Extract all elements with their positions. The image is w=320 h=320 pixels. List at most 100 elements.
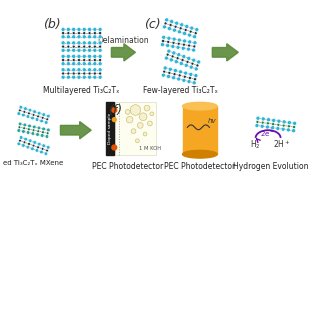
Circle shape	[77, 72, 80, 75]
Circle shape	[197, 60, 201, 64]
Circle shape	[172, 41, 175, 44]
Circle shape	[40, 150, 43, 154]
Circle shape	[46, 146, 50, 149]
Circle shape	[187, 80, 191, 84]
Circle shape	[166, 75, 171, 78]
Circle shape	[184, 28, 187, 31]
Circle shape	[93, 45, 96, 48]
Circle shape	[176, 57, 179, 60]
Circle shape	[93, 54, 97, 58]
Circle shape	[170, 20, 174, 24]
Circle shape	[166, 44, 170, 47]
Circle shape	[28, 128, 30, 131]
Circle shape	[77, 45, 80, 48]
Circle shape	[24, 137, 28, 141]
Circle shape	[26, 115, 30, 118]
Circle shape	[192, 58, 196, 62]
Circle shape	[93, 28, 97, 31]
Circle shape	[72, 59, 75, 61]
Circle shape	[178, 74, 181, 77]
Circle shape	[77, 62, 81, 66]
Circle shape	[28, 112, 30, 115]
Circle shape	[77, 35, 81, 39]
Circle shape	[46, 114, 50, 118]
Text: H$_2$: H$_2$	[250, 138, 261, 151]
Circle shape	[98, 35, 102, 39]
Circle shape	[99, 59, 101, 61]
Text: Delamination: Delamination	[97, 36, 149, 45]
Circle shape	[72, 54, 76, 58]
Circle shape	[192, 81, 196, 85]
Polygon shape	[212, 44, 238, 61]
Circle shape	[28, 124, 31, 128]
Circle shape	[77, 75, 81, 79]
Circle shape	[82, 62, 86, 66]
Circle shape	[182, 39, 187, 43]
Circle shape	[82, 68, 86, 72]
Circle shape	[61, 41, 65, 45]
Circle shape	[31, 132, 35, 135]
Circle shape	[148, 121, 152, 126]
Circle shape	[82, 41, 86, 45]
Circle shape	[98, 62, 102, 66]
Text: 2H$^+$: 2H$^+$	[273, 139, 290, 150]
Circle shape	[72, 72, 75, 75]
Circle shape	[62, 32, 65, 35]
Circle shape	[192, 48, 196, 52]
Circle shape	[82, 54, 86, 58]
Circle shape	[32, 129, 35, 132]
Circle shape	[177, 77, 181, 81]
Circle shape	[72, 48, 76, 52]
Circle shape	[23, 110, 26, 113]
Circle shape	[162, 25, 166, 29]
Circle shape	[87, 35, 92, 39]
Circle shape	[98, 41, 102, 45]
Circle shape	[164, 56, 168, 60]
Circle shape	[93, 32, 96, 35]
Circle shape	[42, 131, 44, 133]
Circle shape	[160, 43, 164, 47]
Circle shape	[72, 75, 76, 79]
Circle shape	[112, 118, 116, 122]
Circle shape	[35, 118, 39, 121]
Circle shape	[98, 28, 102, 31]
Circle shape	[277, 119, 281, 123]
Circle shape	[187, 56, 191, 60]
Circle shape	[190, 26, 194, 30]
Circle shape	[178, 30, 181, 34]
Circle shape	[177, 53, 181, 57]
Circle shape	[195, 28, 199, 32]
Circle shape	[172, 28, 176, 32]
Circle shape	[32, 125, 36, 129]
Circle shape	[32, 144, 35, 147]
Circle shape	[62, 72, 65, 75]
Circle shape	[67, 45, 70, 48]
Circle shape	[28, 108, 32, 112]
Circle shape	[93, 72, 96, 75]
Circle shape	[168, 71, 171, 74]
Circle shape	[87, 75, 92, 79]
Bar	[115, 102, 156, 155]
Circle shape	[66, 41, 70, 45]
Circle shape	[99, 32, 101, 35]
Circle shape	[174, 60, 178, 64]
Circle shape	[180, 23, 184, 27]
Circle shape	[32, 114, 35, 116]
Circle shape	[167, 49, 171, 53]
Circle shape	[98, 68, 102, 72]
Circle shape	[182, 78, 186, 82]
Circle shape	[87, 54, 92, 58]
Circle shape	[189, 72, 193, 76]
Circle shape	[87, 48, 92, 52]
Circle shape	[37, 130, 40, 132]
Circle shape	[168, 67, 172, 71]
Circle shape	[181, 59, 184, 61]
Circle shape	[99, 45, 101, 48]
Circle shape	[267, 118, 270, 122]
Circle shape	[179, 61, 183, 66]
Circle shape	[93, 35, 97, 39]
Circle shape	[83, 72, 86, 75]
Circle shape	[37, 111, 41, 115]
Circle shape	[72, 41, 76, 45]
Circle shape	[112, 145, 117, 150]
